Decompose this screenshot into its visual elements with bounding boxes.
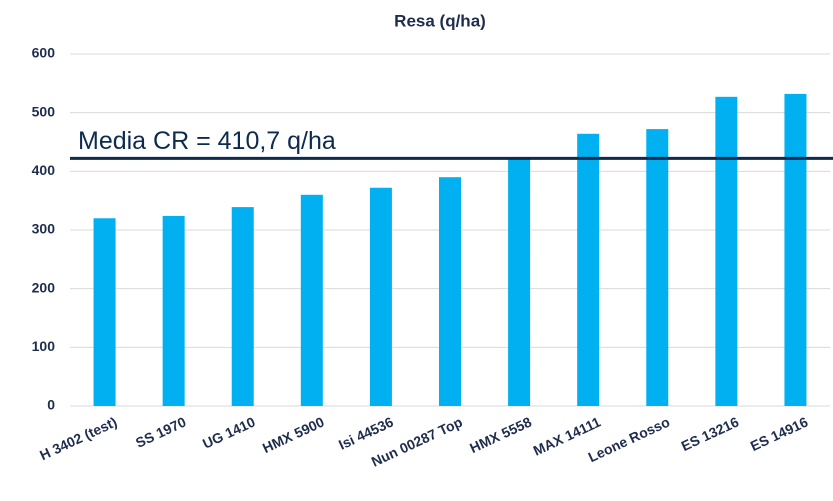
bar <box>231 207 254 406</box>
x-tick-label: HMX 5558 <box>467 413 534 456</box>
y-tick-label: 300 <box>32 221 56 237</box>
y-tick-label: 500 <box>32 103 56 119</box>
y-tick-label: 0 <box>47 397 55 413</box>
bar <box>300 194 323 406</box>
x-tick-label: H 3402 (test) <box>37 414 119 464</box>
x-tick-label: ES 14916 <box>748 413 811 454</box>
bar <box>369 187 392 406</box>
bar <box>93 218 116 406</box>
x-tick-label: UG 1410 <box>200 413 258 451</box>
bar <box>646 129 669 407</box>
bar <box>162 215 185 406</box>
x-tick-label: ES 13216 <box>679 413 742 454</box>
bar <box>508 159 531 406</box>
bar <box>577 133 600 406</box>
bar <box>715 96 738 407</box>
y-tick-label: 200 <box>32 279 56 295</box>
bar <box>439 177 461 406</box>
y-tick-label: 600 <box>32 45 56 61</box>
y-tick-label: 100 <box>32 338 56 354</box>
y-tick-label: 400 <box>32 162 56 178</box>
x-tick-label: HMX 5900 <box>260 413 327 456</box>
bar <box>784 93 807 406</box>
reference-label: Media CR = 410,7 q/ha <box>78 127 336 155</box>
x-tick-label: SS 1970 <box>133 413 189 450</box>
chart-title: Resa (q/ha) <box>394 11 486 30</box>
